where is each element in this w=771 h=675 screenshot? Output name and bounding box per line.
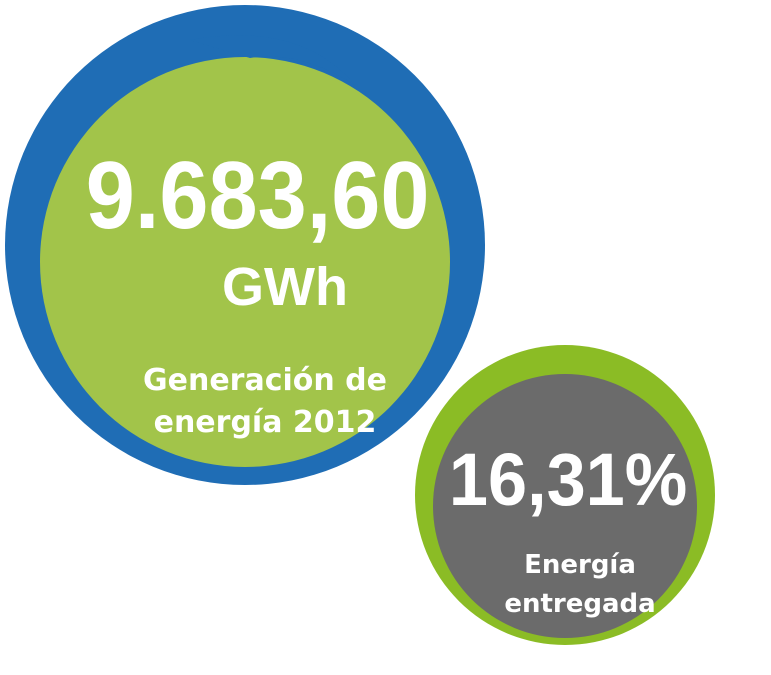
small-circle — [433, 374, 697, 638]
small-value: 16,31% — [449, 439, 687, 521]
curl — [190, 35, 355, 85]
big-label-1: Generación de — [143, 363, 387, 398]
big-label-2: energía 2012 — [154, 405, 377, 440]
big-circle — [40, 57, 450, 467]
big-value: 9.683,60 — [86, 142, 430, 249]
small-label-1: Energía — [524, 550, 636, 580]
small-label-2: entregada — [504, 589, 655, 619]
big-unit: GWh — [222, 257, 348, 317]
